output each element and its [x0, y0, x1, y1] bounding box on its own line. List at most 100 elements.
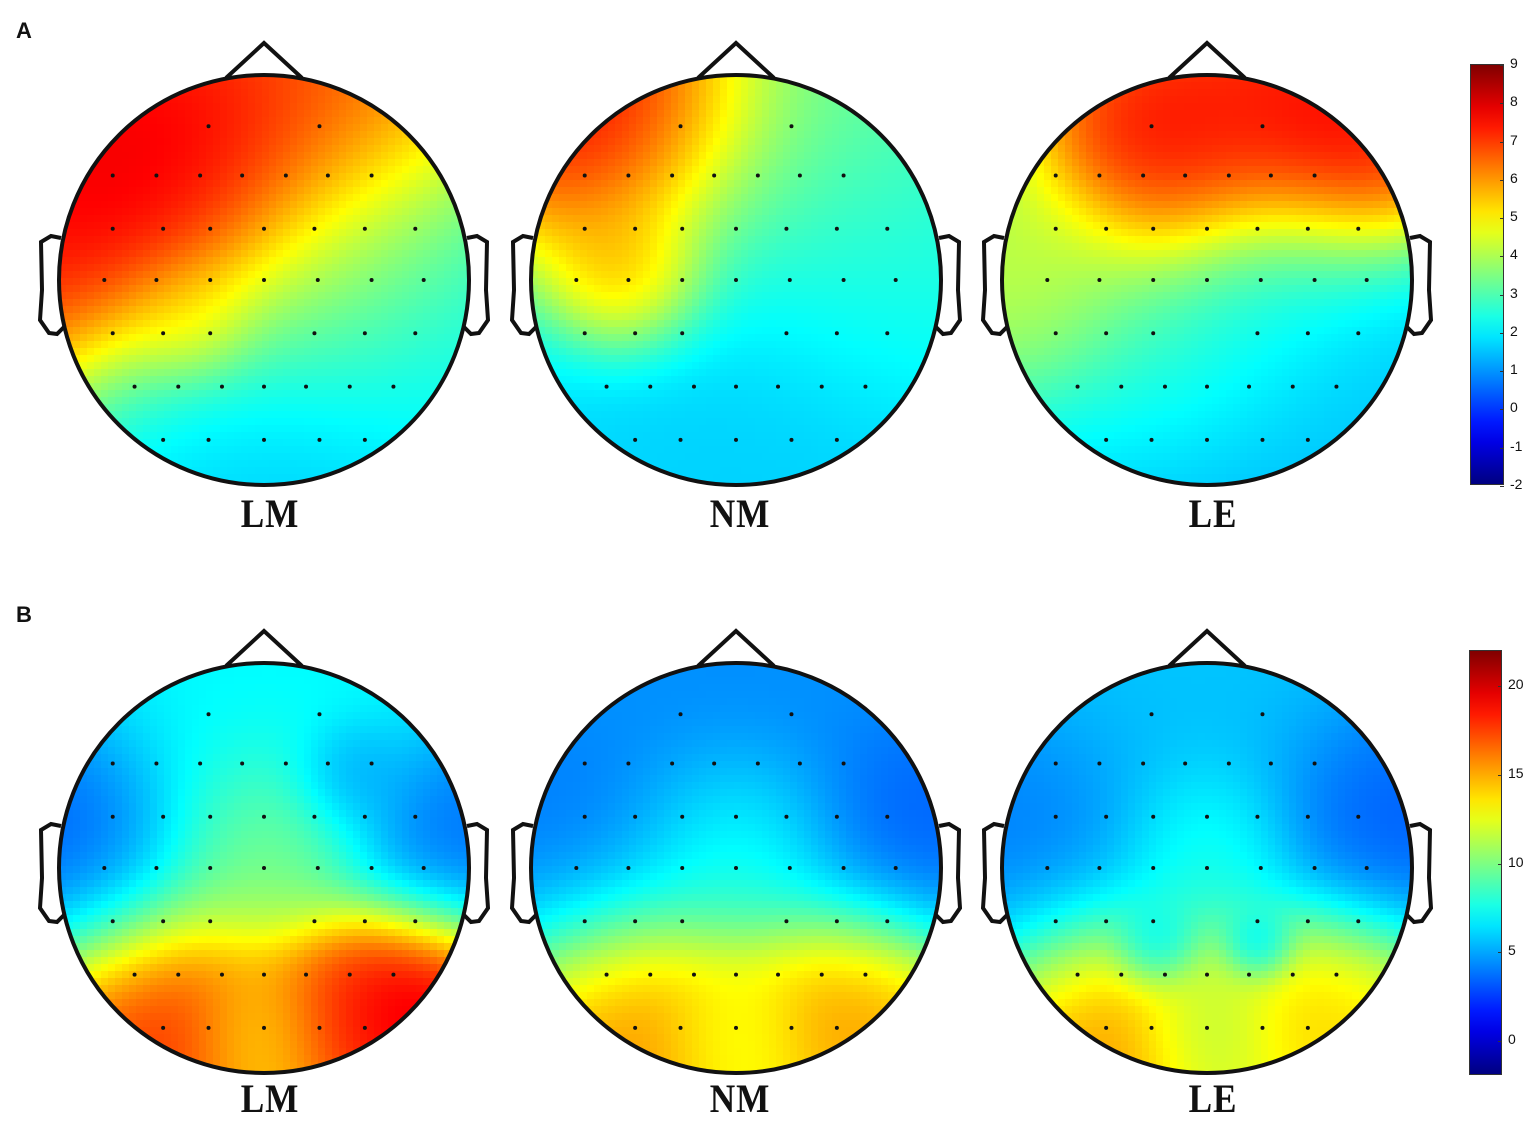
panel-b-letter: B: [16, 602, 32, 627]
scalp-heatmap: [59, 75, 469, 485]
electrode-dot: [1226, 761, 1231, 766]
electrode-dot: [391, 972, 396, 977]
electrode-dot: [1075, 972, 1080, 977]
electrode-dot: [1104, 437, 1109, 442]
colorbar-tick-label: 7: [1510, 131, 1518, 148]
electrode-dot: [362, 226, 367, 231]
colorbar-tick-label: -2: [1510, 476, 1523, 492]
electrode-dot: [317, 712, 322, 717]
electrode-dot: [161, 437, 166, 442]
electrode-dot: [1260, 437, 1265, 442]
electrode-dot: [691, 384, 696, 389]
electrode-dot: [1053, 226, 1058, 231]
electrode-dot: [1205, 226, 1209, 231]
electrode-dot: [789, 712, 794, 717]
electrode-dot: [262, 278, 266, 282]
colorbar-tick: [1498, 863, 1502, 865]
electrode-dot: [110, 173, 115, 178]
left-ear-icon: [37, 233, 66, 337]
map-label-a-le: LE: [1188, 491, 1238, 536]
electrode-dot: [1104, 226, 1109, 231]
electrode-dot: [691, 972, 696, 977]
electrode-dot: [1305, 437, 1310, 442]
electrode-dot: [1205, 1025, 1209, 1030]
electrode-dot: [421, 866, 426, 870]
colorbar-tick: [1500, 103, 1504, 105]
head-outline: [529, 661, 943, 1075]
electrode-dot: [369, 866, 374, 870]
map-label-b-nm: NM: [709, 1076, 771, 1121]
electrode-dot: [789, 1025, 794, 1030]
left-ear-icon: [37, 821, 66, 925]
electrode-dot: [1149, 1025, 1154, 1030]
electrode-dot: [680, 331, 685, 336]
electrode-dot: [755, 173, 760, 178]
electrode-dot: [1162, 384, 1167, 389]
head-outline: [1000, 661, 1414, 1075]
electrode-dot: [633, 919, 638, 924]
electrode-dot: [1205, 814, 1209, 819]
electrode-dot: [678, 1025, 683, 1030]
nose-icon: [696, 628, 776, 668]
electrode-dot: [776, 972, 781, 977]
electrode-dot: [206, 712, 211, 717]
electrode-dot: [312, 814, 317, 819]
electrode-dot: [574, 278, 579, 282]
colorbar-tick: [1498, 686, 1502, 688]
electrode-dot: [680, 226, 685, 231]
right-ear-icon: [1405, 233, 1434, 337]
electrode-dot: [1162, 972, 1167, 977]
electrode-dot: [633, 226, 638, 231]
electrode-dot: [582, 761, 587, 766]
electrode-dot: [1312, 761, 1317, 766]
electrode-dot: [283, 173, 288, 178]
electrode-dot: [317, 124, 322, 129]
electrode-dot: [1356, 814, 1361, 819]
electrode-dot: [789, 124, 794, 129]
electrode-dot: [369, 173, 374, 178]
head-outline: [1000, 73, 1414, 487]
electrode-dot: [819, 972, 824, 977]
electrode-dot: [110, 814, 115, 819]
electrode-dot: [317, 1025, 322, 1030]
colorbar-tick: [1500, 256, 1504, 258]
electrode-dot: [1151, 226, 1156, 231]
head-outline: [529, 73, 943, 487]
electrode-dot: [1151, 814, 1156, 819]
map-label-b-lm: LM: [240, 1076, 300, 1121]
electrode-dot: [893, 866, 898, 870]
electrode-dot: [132, 972, 137, 977]
electrode-dot: [834, 226, 839, 231]
electrode-dot: [1104, 814, 1109, 819]
electrode-dot: [312, 226, 317, 231]
electrode-dot: [413, 919, 418, 924]
electrode-dot: [362, 1025, 367, 1030]
electrode-dot: [208, 331, 213, 336]
topomap-a-lm: [37, 40, 491, 487]
electrode-dot: [161, 331, 166, 336]
electrode-dot: [1258, 278, 1263, 282]
electrode-dot: [161, 814, 166, 819]
electrode-dot: [648, 972, 653, 977]
colorbar-tick: [1498, 1040, 1502, 1042]
electrode-dot: [347, 972, 352, 977]
electrode-dot: [262, 226, 266, 231]
electrode-dot: [110, 226, 115, 231]
electrode-dot: [1205, 384, 1209, 389]
electrode-dot: [1053, 331, 1058, 336]
nose-icon: [1167, 628, 1247, 668]
electrode-dot: [819, 384, 824, 389]
electrode-dot: [161, 919, 166, 924]
electrode-dot: [893, 278, 898, 282]
electrode-dot: [161, 1025, 166, 1030]
right-ear-icon: [1405, 821, 1434, 925]
electrode-dot: [1258, 866, 1263, 870]
electrode-dot: [262, 972, 266, 977]
electrode-dot: [208, 278, 213, 282]
electrode-dot: [362, 814, 367, 819]
electrode-dot: [1290, 972, 1295, 977]
colorbar-a: [1470, 64, 1504, 487]
topomap-a-le: [980, 40, 1434, 487]
panel-a-letter: A: [16, 18, 32, 43]
colorbar-tick: [1500, 218, 1504, 220]
